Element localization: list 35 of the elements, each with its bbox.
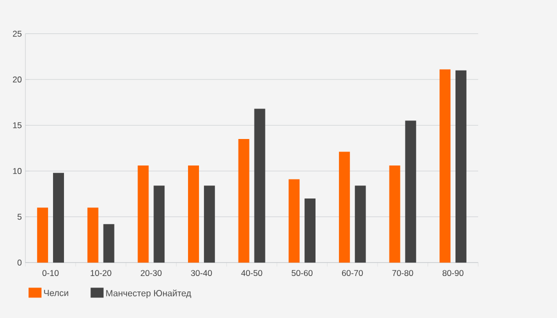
bar	[238, 138, 250, 262]
bar	[405, 120, 416, 262]
bar	[188, 165, 199, 262]
x-tick-label: 50-60	[292, 270, 313, 276]
bar	[304, 198, 316, 262]
bar	[354, 185, 366, 262]
legend-label: Манчестер Юнайтед	[106, 289, 192, 298]
x-tick-label: 40-50	[241, 270, 262, 276]
legend-label: Челси	[44, 290, 68, 296]
x-tick-label: 80-90	[442, 270, 464, 276]
y-tick-label: 20	[12, 76, 22, 82]
bar	[103, 224, 114, 262]
x-tick-label: 60-70	[342, 270, 363, 276]
y-tick-label: 0	[18, 259, 22, 266]
bar	[37, 207, 48, 262]
y-tick-label: 15	[13, 122, 22, 128]
bar	[204, 185, 215, 262]
bar	[455, 70, 466, 262]
x-tick-label: 0-10	[42, 270, 59, 276]
y-tick-label: 10	[13, 168, 22, 174]
bar	[440, 69, 451, 262]
y-tick-label: 5	[18, 214, 22, 220]
x-tick-label: 30-40	[191, 270, 212, 276]
bar	[154, 185, 165, 262]
bar	[338, 152, 350, 262]
x-tick-label: 70-80	[392, 270, 414, 276]
bar	[389, 165, 400, 262]
bar	[138, 165, 149, 262]
y-tick-label: 25	[12, 30, 22, 36]
bar	[288, 179, 300, 262]
bar	[53, 172, 64, 262]
x-tick-label: 20-30	[140, 270, 162, 276]
bar	[87, 207, 98, 262]
bar	[254, 108, 266, 262]
x-tick-label: 10-20	[90, 270, 112, 276]
